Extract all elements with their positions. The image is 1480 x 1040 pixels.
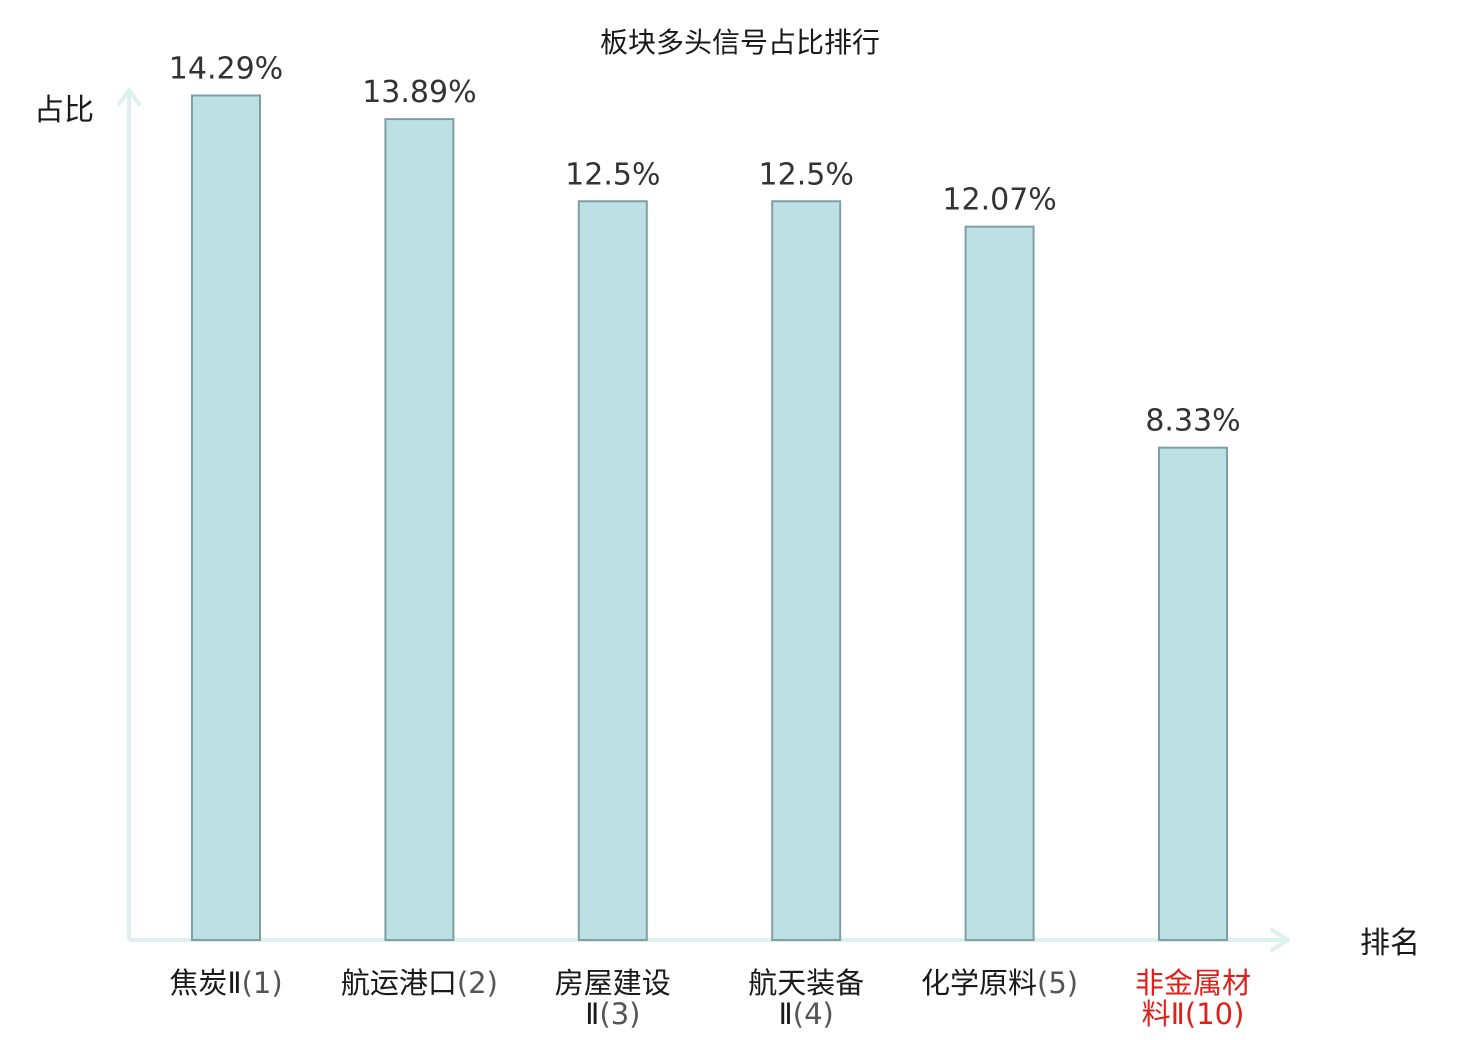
bars-group xyxy=(191,94,1228,941)
category-label-line: 航运港口 xyxy=(341,966,457,1000)
category-rank: (4) xyxy=(793,997,834,1031)
bar-2 xyxy=(384,118,455,941)
category-label-2: 航运港口(2) xyxy=(341,966,498,1000)
x-axis-arrow xyxy=(1270,928,1290,952)
value-label-1: 14.29% xyxy=(169,51,283,86)
category-labels-group: 焦炭Ⅱ(1) 航运港口(2) 房屋建设 Ⅱ(3)航天装备 Ⅱ(4)化学原料(5) 非金属材… xyxy=(169,966,1251,1031)
x-axis-title: 排名 xyxy=(1360,926,1420,961)
category-label-line: 料Ⅱ xyxy=(1142,997,1185,1031)
bar-5 xyxy=(964,225,1035,941)
value-label-4: 12.5% xyxy=(759,157,854,192)
category-label-line: 化学原料 xyxy=(921,966,1037,1000)
category-label-4: 航天装备 Ⅱ(4) xyxy=(748,966,864,1031)
category-label-line: Ⅱ xyxy=(779,997,793,1031)
y-axis: 占比 xyxy=(34,88,141,940)
category-label-1: 焦炭Ⅱ(1) xyxy=(169,966,282,1000)
value-labels-group: 14.29% 13.89% 12.5% 12.5% 12.07% 8.33% xyxy=(169,51,1241,438)
category-rank: (2) xyxy=(457,966,498,1000)
category-rank: (10) xyxy=(1185,997,1245,1031)
category-label-6: 非金属材料Ⅱ(10) xyxy=(1135,966,1251,1031)
value-label-2: 13.89% xyxy=(362,75,476,110)
chart-title: 板块多头信号占比排行 xyxy=(600,26,880,59)
x-axis: 排名 xyxy=(129,926,1420,961)
y-axis-title: 占比 xyxy=(34,93,94,128)
category-rank: (5) xyxy=(1037,966,1078,1000)
category-rank: (1) xyxy=(242,966,283,1000)
category-label-5: 化学原料(5) xyxy=(921,966,1078,1000)
value-label-3: 12.5% xyxy=(565,157,660,192)
category-label-line: 非金属材 xyxy=(1135,966,1251,1000)
bar-3 xyxy=(577,200,648,941)
value-label-5: 12.07% xyxy=(942,183,1056,218)
category-label-3: 房屋建设 Ⅱ(3) xyxy=(555,966,671,1031)
category-label-line: 航天装备 xyxy=(748,966,864,1000)
bar-1 xyxy=(191,94,261,941)
category-label-line: 焦炭Ⅱ xyxy=(169,966,241,1000)
value-label-6: 8.33% xyxy=(1145,404,1240,439)
y-axis-arrow xyxy=(117,88,141,106)
bar-4 xyxy=(771,200,842,941)
category-label-line: 房屋建设 xyxy=(555,966,671,1000)
bar-6 xyxy=(1158,446,1228,941)
category-rank: (3) xyxy=(599,997,640,1031)
category-label-line: Ⅱ xyxy=(585,997,599,1031)
